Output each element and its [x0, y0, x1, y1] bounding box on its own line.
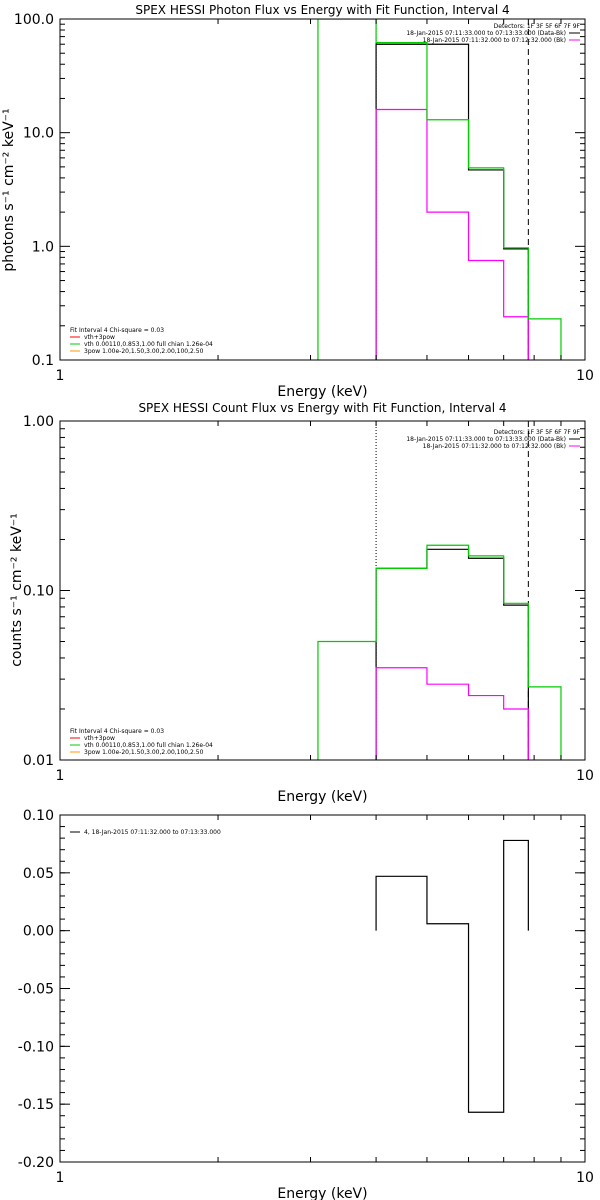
detectors-line: 18-Jan-2015 07:11:33.000 to 07:13:33.000… [406, 436, 566, 443]
legend-item: 3pow 1.00e-20,1.50,3.00,2.00,100,2.50 [84, 749, 204, 756]
x-axis-label: Energy (keV) [277, 384, 367, 400]
y-tick-label: 100.0 [14, 12, 54, 28]
legend-header: Fit Interval 4 Chi-square = 0.03 [70, 728, 164, 735]
chart-title: SPEX HESSI Count Flux vs Energy with Fit… [138, 401, 506, 415]
y-tick-label: -0.20 [18, 1155, 54, 1171]
x-axis-label: Energy (keV) [277, 789, 367, 805]
plot-area [375, 839, 529, 1113]
plot-area [317, 19, 562, 360]
series-residuals [375, 839, 529, 1113]
series-background [375, 108, 529, 360]
series-model [317, 544, 562, 760]
y-tick-label: 0.05 [23, 866, 54, 882]
y-tick-label: -0.10 [18, 1039, 54, 1055]
y-tick-label: -0.05 [18, 982, 54, 998]
plot-frame [59, 814, 586, 1163]
x-tick-label: 1 [56, 368, 65, 384]
detectors-header: Detectors: 1F 3F 5F 6F 7F 9F [494, 23, 581, 30]
y-tick-label: 1.0 [32, 239, 54, 255]
plot-frame [59, 18, 586, 361]
y-tick-label: 0.00 [23, 924, 54, 940]
detectors-line: 18-Jan-2015 07:11:32.000 to 07:12:32.000… [423, 37, 566, 44]
legend-item: 3pow 1.00e-20,1.50,3.00,2.00,100,2.50 [84, 348, 204, 355]
y-tick-label: 0.10 [23, 584, 54, 600]
y-tick-label: -0.15 [18, 1097, 54, 1113]
y-tick-label: 0.01 [23, 753, 54, 769]
panel-2: SPEX HESSI Count Flux vs Energy with Fit… [9, 401, 594, 805]
y-axis-label: counts s⁻¹ cm⁻² keV⁻¹ [9, 513, 25, 667]
series-model [317, 19, 562, 360]
x-axis-label: Energy (keV) [277, 1186, 367, 1200]
y-axis-label: photons s⁻¹ cm⁻² keV⁻¹ [1, 108, 17, 271]
series-data [375, 548, 529, 760]
x-tick-label: 10 [576, 768, 594, 784]
legend-item: vth 0.00110,0.853,1.00 full chian 1.26e-… [84, 742, 213, 749]
panel-3: 1 10 -0.20 -0.15 -0.10 -0.05 0.00 0.05 0.10 Energ… [18, 808, 594, 1200]
x-tick-label: 10 [576, 1170, 594, 1186]
chart-title: SPEX HESSI Photon Flux vs Energy with Fi… [135, 3, 509, 17]
series-data [375, 43, 529, 360]
legend-header: Fit Interval 4 Chi-square = 0.03 [70, 327, 164, 334]
y-tick-label: 10.0 [23, 126, 54, 142]
detectors-line: 18-Jan-2015 07:11:32.000 to 07:12:32.000… [423, 443, 566, 450]
panel-1: SPEX HESSI Photon Flux vs Energy with Fi… [1, 3, 594, 400]
x-tick-label: 1 [56, 768, 65, 784]
detectors-line: 18-Jan-2015 07:11:33.000 to 07:13:33.000… [406, 30, 566, 37]
x-tick-label: 1 [56, 1170, 65, 1186]
x-tick-label: 10 [576, 368, 594, 384]
legend-item: vth+3pow [84, 735, 115, 742]
y-tick-label: 0.1 [32, 353, 54, 369]
legend-item: vth+3pow [84, 334, 115, 341]
y-tick-label: 0.10 [23, 808, 54, 824]
plot-area [317, 421, 562, 760]
series-background [375, 667, 529, 760]
legend-item: vth 0.00110,0.853,1.00 full chian 1.26e-… [84, 341, 213, 348]
y-tick-label: 1.00 [23, 414, 54, 430]
detectors-header: Detectors: 1F 3F 5F 6F 7F 9F [494, 429, 581, 436]
legend-item: 4, 18-Jan-2015 07:11:32.000 to 07:13:33.… [84, 829, 221, 836]
